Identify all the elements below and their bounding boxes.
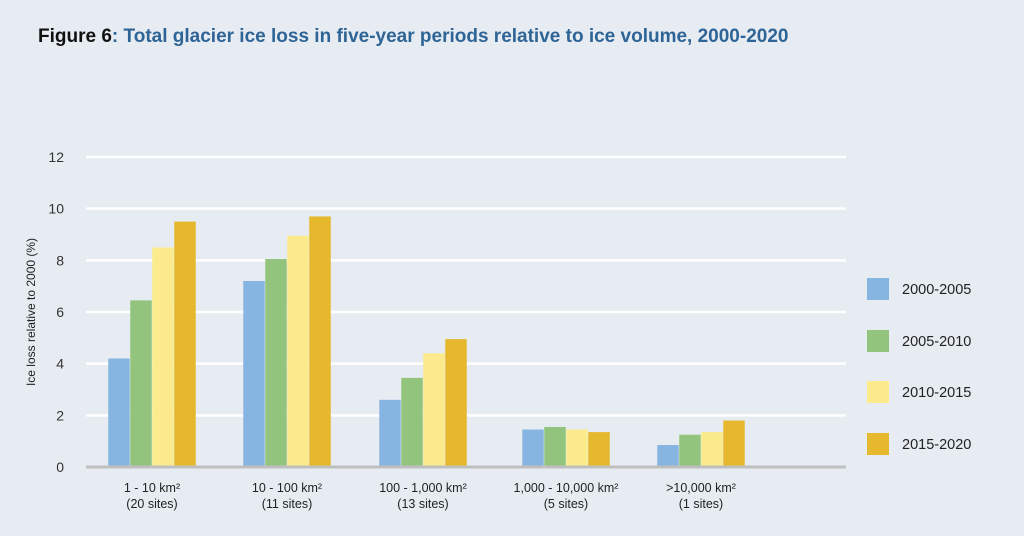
legend-swatch [867,433,889,455]
bar [657,445,679,467]
bar [152,247,174,467]
bar [445,339,467,467]
legend: 2000-2005 2005-2010 2010-2015 2015-2020 [867,278,971,455]
category-sublabel: (5 sites) [544,497,588,511]
figure-colon: : [111,26,119,47]
y-tick-label: 10 [48,201,64,217]
bar [309,216,331,467]
bar [287,235,309,467]
y-tick-label: 12 [48,149,64,165]
bar [108,358,130,467]
bar [243,281,265,467]
bar [379,399,401,467]
bar [544,426,566,467]
y-tick-labels: 0 2 4 6 8 10 12 [48,149,64,475]
category-labels: 1 - 10 km² (20 sites) 10 - 100 km² (11 site… [124,481,736,511]
bar [174,221,196,467]
y-axis-title: Ice loss relative to 2000 (%) [24,238,38,386]
bar [423,353,445,467]
y-tick-label: 6 [56,304,64,320]
legend-label: 2005-2010 [902,334,971,350]
category-label: 1,000 - 10,000 km² [514,481,619,495]
bar [566,429,588,467]
figure-title-text: Total glacier ice loss in five-year peri… [123,26,789,47]
bars [108,216,745,467]
legend-swatch [867,278,889,300]
figure-label: Figure 6 [38,26,112,47]
y-tick-label: 4 [56,356,64,372]
figure-title: Figure 6: Total glacier ice loss in five… [38,26,788,48]
y-tick-label: 0 [56,459,64,475]
bar [522,429,544,467]
bar [588,432,610,467]
bar [130,300,152,467]
y-tick-label: 8 [56,252,64,268]
category-sublabel: (1 sites) [679,497,723,511]
bar [265,259,287,467]
category-label: >10,000 km² [666,481,736,495]
y-tick-label: 2 [56,407,64,423]
category-label: 100 - 1,000 km² [379,481,467,495]
category-label: 1 - 10 km² [124,481,180,495]
category-label: 10 - 100 km² [252,481,322,495]
legend-label: 2015-2020 [902,437,971,453]
bar [401,377,423,467]
legend-swatch [867,330,889,352]
category-sublabel: (20 sites) [126,497,177,511]
category-sublabel: (13 sites) [397,497,448,511]
category-sublabel: (11 sites) [262,497,312,511]
bar [679,434,701,467]
legend-label: 2010-2015 [902,385,971,401]
bar [701,432,723,467]
legend-swatch [867,381,889,403]
bar [723,420,745,467]
legend-label: 2000-2005 [902,282,971,298]
